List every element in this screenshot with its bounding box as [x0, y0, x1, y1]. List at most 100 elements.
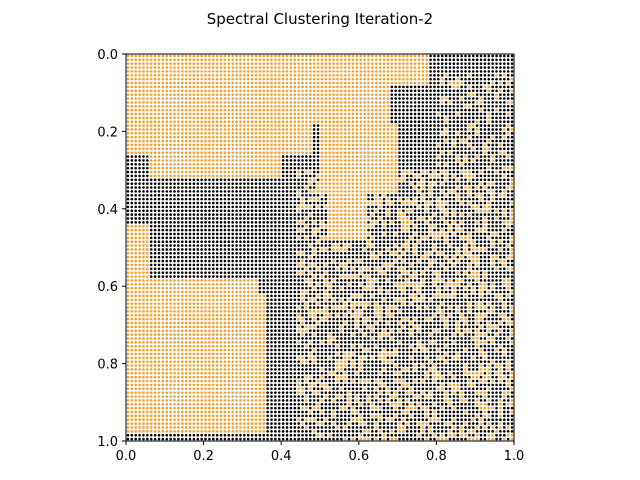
point-cluster-0 [204, 73, 207, 77]
point-cluster-1 [142, 166, 145, 170]
point-cluster-0 [219, 58, 223, 62]
point-cluster-0 [188, 128, 192, 131]
point-cluster-1 [464, 224, 467, 228]
point-cluster-0 [270, 159, 273, 162]
point-cluster-1 [448, 217, 452, 220]
point-cluster-0 [235, 70, 238, 73]
point-cluster-1 [309, 240, 312, 243]
point-cluster-0 [301, 139, 304, 143]
point-cluster-0 [130, 112, 134, 116]
point-cluster-0 [165, 143, 169, 147]
point-cluster-1 [437, 135, 440, 139]
point-cluster-1 [196, 205, 200, 209]
point-cluster-0 [305, 66, 308, 69]
point-cluster-1 [437, 70, 440, 73]
point-cluster-0 [468, 201, 471, 205]
point-cluster-1 [262, 240, 266, 243]
point-cluster-1 [468, 62, 471, 65]
point-cluster-0 [188, 81, 192, 85]
point-cluster-0 [258, 124, 262, 127]
point-cluster-0 [402, 224, 405, 228]
point-cluster-0 [328, 209, 332, 213]
point-cluster-1 [413, 166, 417, 170]
point-cluster-1 [503, 120, 506, 124]
point-cluster-0 [316, 81, 320, 85]
point-cluster-1 [483, 124, 487, 127]
point-cluster-0 [413, 197, 417, 201]
point-cluster-0 [192, 66, 196, 69]
point-cluster-1 [316, 193, 320, 197]
point-cluster-0 [142, 81, 145, 85]
point-cluster-0 [246, 120, 250, 124]
point-cluster-0 [355, 132, 359, 135]
point-cluster-1 [394, 224, 397, 228]
point-cluster-0 [270, 166, 273, 170]
point-cluster-1 [254, 224, 258, 228]
point-cluster-1 [196, 178, 200, 182]
point-cluster-0 [157, 77, 161, 81]
point-cluster-0 [309, 147, 312, 151]
point-cluster-1 [421, 224, 425, 228]
point-cluster-0 [328, 116, 332, 120]
point-cluster-0 [312, 73, 316, 77]
point-cluster-1 [495, 124, 498, 127]
point-cluster-1 [483, 135, 487, 139]
point-cluster-0 [274, 85, 277, 89]
point-cluster-0 [417, 58, 421, 62]
point-cluster-0 [173, 159, 176, 162]
point-cluster-0 [301, 97, 304, 100]
point-cluster-0 [301, 70, 304, 73]
point-cluster-0 [246, 108, 250, 112]
point-cluster-1 [266, 224, 269, 228]
point-cluster-0 [165, 170, 169, 174]
point-cluster-0 [153, 128, 157, 131]
point-cluster-0 [444, 193, 448, 197]
point-cluster-0 [510, 101, 514, 104]
point-cluster-1 [347, 240, 351, 243]
point-cluster-0 [309, 135, 312, 139]
point-cluster-1 [134, 197, 137, 201]
point-cluster-1 [437, 116, 440, 120]
point-cluster-0 [177, 101, 180, 104]
point-cluster-1 [491, 170, 494, 174]
point-cluster-1 [444, 54, 448, 58]
point-cluster-1 [208, 186, 211, 189]
point-cluster-1 [297, 159, 300, 162]
point-cluster-1 [196, 224, 200, 228]
point-cluster-1 [277, 236, 281, 240]
point-cluster-0 [347, 217, 351, 220]
point-cluster-0 [367, 155, 370, 158]
point-cluster-1 [227, 201, 231, 205]
point-cluster-1 [192, 186, 196, 189]
point-cluster-1 [312, 240, 316, 243]
point-cluster-0 [266, 159, 269, 162]
point-cluster-1 [293, 228, 297, 232]
point-cluster-0 [495, 73, 498, 77]
point-cluster-0 [499, 81, 502, 85]
point-cluster-1 [464, 132, 467, 135]
point-cluster-0 [270, 62, 273, 65]
point-cluster-0 [208, 77, 211, 81]
point-cluster-0 [363, 93, 366, 96]
point-cluster-1 [487, 81, 491, 85]
point-cluster-0 [309, 213, 312, 216]
point-cluster-0 [180, 89, 184, 93]
point-cluster-0 [456, 224, 460, 228]
point-cluster-0 [479, 97, 483, 100]
point-cluster-0 [483, 221, 487, 224]
point-cluster-1 [188, 224, 192, 228]
point-cluster-0 [165, 77, 169, 81]
point-cluster-1 [483, 166, 487, 170]
point-cluster-0 [359, 190, 363, 193]
point-cluster-0 [297, 54, 300, 58]
point-cluster-0 [359, 186, 363, 189]
point-cluster-0 [305, 236, 308, 240]
point-cluster-0 [200, 162, 203, 166]
point-cluster-1 [433, 135, 436, 139]
point-cluster-0 [146, 124, 149, 127]
point-cluster-0 [433, 174, 436, 178]
point-cluster-0 [394, 170, 397, 174]
point-cluster-1 [456, 170, 460, 174]
point-cluster-0 [188, 62, 192, 65]
point-cluster-0 [192, 120, 196, 124]
